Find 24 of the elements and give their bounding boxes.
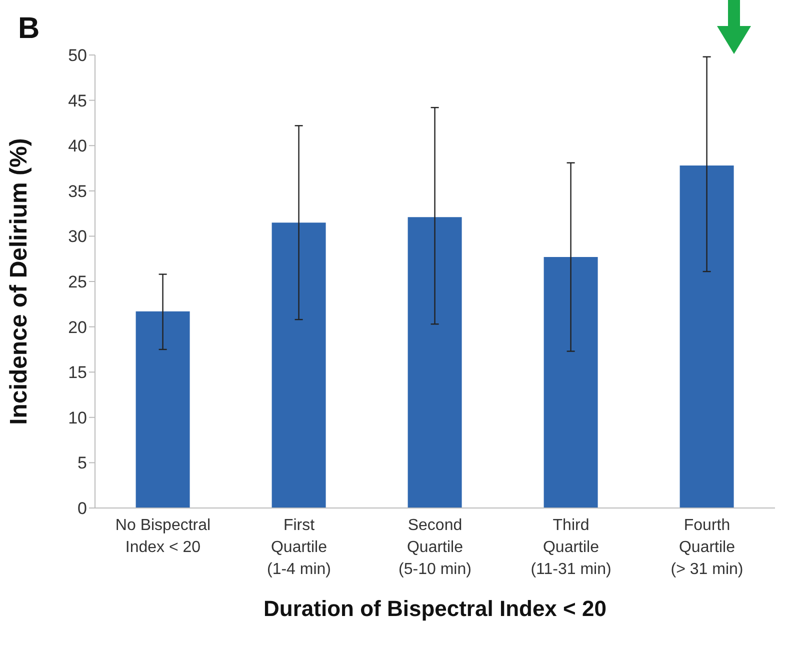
y-axis-title: Incidence of Delirium (%) <box>6 138 33 425</box>
y-tick-label: 35 <box>68 182 87 201</box>
y-tick-label: 5 <box>78 454 87 473</box>
bar <box>272 222 326 508</box>
bar <box>136 311 190 508</box>
x-axis-title: Duration of Bispectral Index < 20 <box>264 596 606 621</box>
bar <box>544 257 598 508</box>
y-tick-label: 45 <box>68 91 87 110</box>
y-tick-label: 15 <box>68 363 87 382</box>
text: B <box>18 12 40 46</box>
x-tick-label: Second Quartile (5-10 min) <box>398 517 472 578</box>
x-tick-label: Third Quartile (11-31 min) <box>530 517 612 578</box>
y-tick-label: 20 <box>68 318 87 337</box>
y-tick-label: 10 <box>68 408 87 428</box>
bar <box>680 166 734 508</box>
bar <box>408 217 462 508</box>
x-tick-label: Fourth Quartile (> 31 min) <box>670 517 744 578</box>
y-tick-label: 30 <box>68 227 87 246</box>
x-tick-label: No Bispectral Index < 20 <box>115 517 211 556</box>
y-tick-label: 40 <box>68 136 87 156</box>
y-tick-label: 25 <box>68 272 87 292</box>
y-tick-label: 50 <box>68 46 87 66</box>
x-tick-label: First Quartile (1-4 min) <box>266 517 332 578</box>
y-tick-label: 0 <box>78 499 87 518</box>
